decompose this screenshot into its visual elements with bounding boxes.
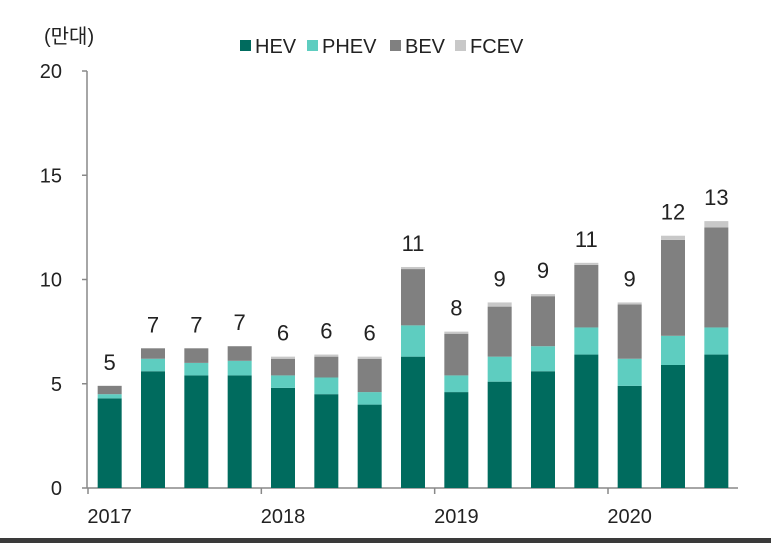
bar-segment-hev	[574, 354, 599, 488]
bar-segment-fcev	[704, 221, 729, 228]
x-tick-label: 2020	[607, 506, 652, 528]
y-tick-label: 15	[40, 165, 62, 187]
bar-segment-hev	[141, 371, 165, 488]
total-label: 7	[147, 312, 159, 337]
bar-segment-phev	[661, 335, 685, 365]
bar-segment-bev	[401, 269, 425, 326]
legend: HEV PHEV BEV FCEV	[240, 36, 524, 58]
bar-segment-bev	[227, 346, 252, 361]
bar-segment-hev	[531, 371, 555, 488]
total-label: 9	[494, 266, 506, 291]
bar-segment-hev	[661, 364, 685, 488]
bar-segment-fcev	[444, 331, 469, 334]
bar-segment-phev	[401, 325, 425, 357]
bar-segment-fcev	[574, 262, 599, 265]
bar-segment-phev	[444, 375, 469, 393]
bar-segment-phev	[141, 358, 165, 372]
bar-segment-phev	[314, 377, 339, 395]
legend-label-phev: PHEV	[322, 36, 377, 58]
total-label: 11	[575, 227, 598, 252]
bar-segment-hev	[487, 381, 512, 488]
bar-segment-hev	[97, 398, 122, 488]
bar-segment-hev	[617, 385, 642, 488]
bar-segment-fcev	[531, 294, 555, 297]
legend-swatch-fcev	[455, 40, 466, 51]
bar-segment-bev	[661, 239, 685, 336]
bars	[97, 221, 729, 488]
x-tick-label: 2019	[434, 506, 479, 528]
total-labels: 5 7 7 7 6 6 6 11 8 9 9 11 9 12 13	[104, 185, 729, 375]
bar-segment-phev	[487, 356, 512, 382]
bar-segment-fcev	[661, 235, 685, 240]
total-label: 12	[661, 200, 685, 225]
total-label: 9	[624, 266, 636, 291]
bar-segment-bev	[444, 333, 469, 376]
bar-segment-fcev	[271, 356, 295, 359]
legend-swatch-bev	[390, 40, 401, 51]
total-label: 7	[190, 312, 202, 337]
bar-segment-bev	[314, 356, 339, 378]
bar-segment-hev	[184, 375, 209, 488]
y-axis-unit-label: (만대)	[44, 25, 94, 48]
legend-swatch-hev	[240, 40, 251, 51]
bar-segment-fcev	[357, 356, 382, 359]
bar-segment-fcev	[617, 302, 642, 305]
bottom-divider	[0, 538, 771, 543]
bar-segment-hev	[357, 404, 382, 488]
bar-segment-hev	[704, 354, 729, 488]
bar-segment-phev	[617, 358, 642, 386]
bar-segment-phev	[704, 327, 729, 355]
x-tick-label: 2018	[261, 506, 306, 528]
total-label: 11	[402, 231, 425, 256]
bar-segment-phev	[97, 394, 122, 399]
total-label: 7	[234, 310, 246, 335]
bar-segment-fcev	[314, 354, 339, 357]
bar-segment-hev	[227, 375, 252, 488]
legend-label-fcev: FCEV	[470, 36, 524, 58]
total-label: 6	[364, 321, 376, 346]
bar-segment-hev	[314, 394, 339, 488]
y-tick-label: 10	[40, 270, 62, 292]
bar-segment-bev	[184, 348, 209, 363]
bar-segment-bev	[141, 348, 165, 359]
legend-label-bev: BEV	[405, 36, 446, 58]
bar-segment-bev	[531, 296, 555, 347]
bar-segment-bev	[574, 264, 599, 328]
bar-segment-phev	[271, 375, 295, 388]
bar-segment-phev	[357, 392, 382, 405]
bar-segment-fcev	[401, 266, 425, 270]
bar-segment-hev	[271, 387, 295, 488]
x-tick-label: 2017	[87, 506, 132, 528]
bar-segment-hev	[444, 392, 469, 488]
bar-segment-bev	[487, 306, 512, 357]
bar-segment-fcev	[487, 302, 512, 307]
total-label: 9	[537, 258, 549, 283]
bar-segment-phev	[227, 360, 252, 376]
bar-segment-phev	[574, 327, 599, 355]
bar-segment-bev	[271, 358, 295, 376]
bar-segment-hev	[401, 356, 425, 488]
total-label: 8	[450, 296, 462, 321]
bar-segment-bev	[357, 358, 382, 393]
bar-segment-bev	[97, 385, 122, 395]
total-label: 13	[704, 185, 728, 210]
bar-segment-phev	[531, 346, 555, 372]
y-tick-label: 0	[51, 478, 62, 500]
bar-segment-bev	[704, 227, 729, 328]
total-label: 6	[320, 319, 332, 344]
legend-swatch-phev	[307, 40, 318, 51]
total-label: 6	[277, 321, 289, 346]
legend-label-hev: HEV	[255, 36, 297, 58]
bar-segment-bev	[617, 304, 642, 359]
total-label: 5	[104, 350, 116, 375]
y-tick-label: 5	[51, 374, 62, 396]
bar-segment-phev	[184, 362, 209, 376]
y-tick-label: 20	[40, 61, 62, 83]
